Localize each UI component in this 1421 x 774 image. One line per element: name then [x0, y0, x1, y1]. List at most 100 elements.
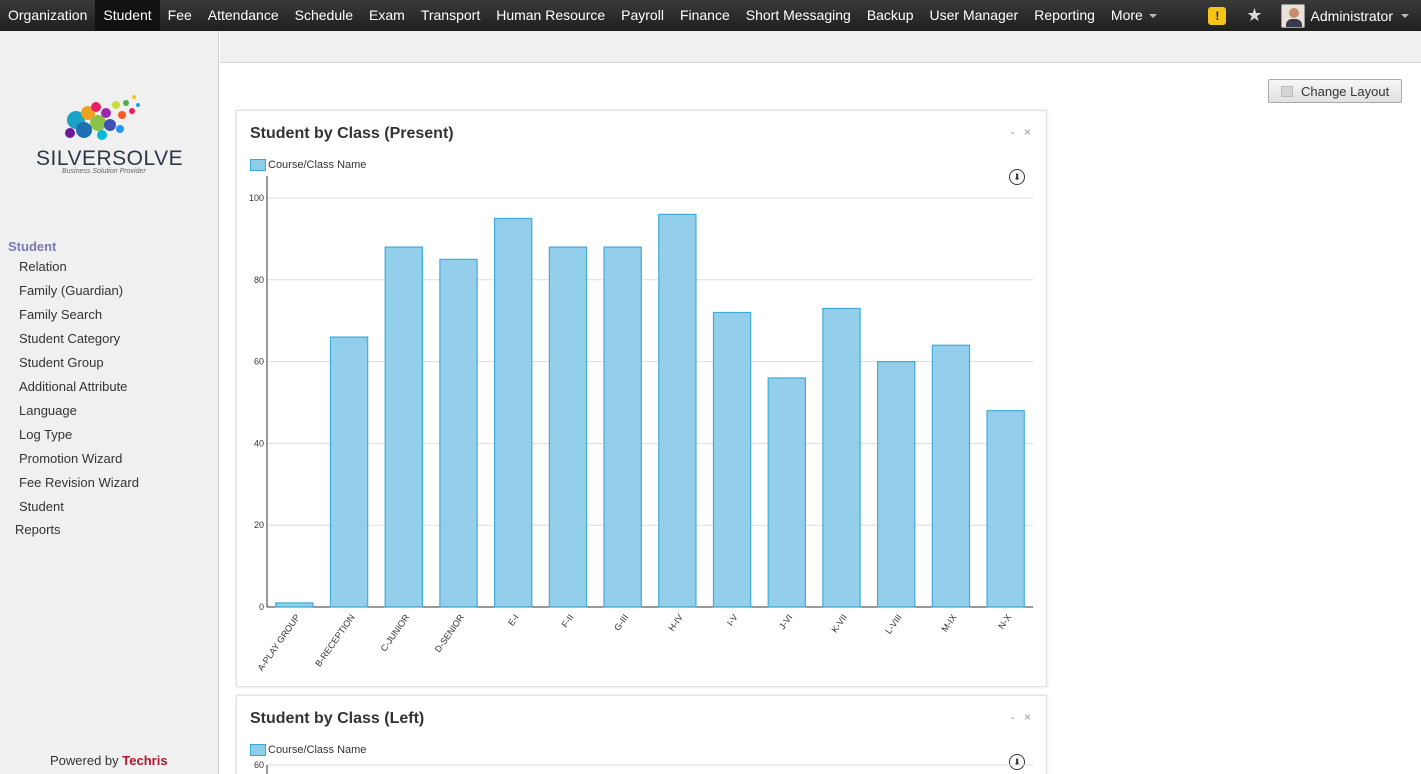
- layout-icon: [1281, 85, 1293, 97]
- nav-backup[interactable]: Backup: [866, 7, 914, 23]
- bar: [986, 410, 1025, 608]
- chart-legend[interactable]: Course/Class Name: [250, 744, 366, 756]
- nav-finance[interactable]: Finance: [679, 7, 730, 23]
- nav-student[interactable]: Student: [95, 0, 160, 31]
- panel-controls[interactable]: - ×: [1010, 125, 1034, 139]
- bar-chart-present: 0 20 40 60 80 100 A-PLAY GROUP B-RECEPTION C-JUN…: [249, 176, 1033, 673]
- nav-payroll[interactable]: Payroll: [621, 7, 664, 23]
- legend-label: Course/Class Name: [268, 159, 367, 171]
- x-tick-label: F-II: [560, 612, 576, 629]
- legend-label: Course/Class Name: [268, 744, 367, 756]
- bar: [931, 344, 971, 608]
- x-tick-label: M-IX: [939, 612, 958, 633]
- x-tick-label: D-SENIOR: [433, 612, 467, 654]
- sidebar-item-fee-revision-wizard[interactable]: Fee Revision Wizard: [19, 475, 139, 490]
- bar: [767, 377, 806, 608]
- y-tick-label: 0: [259, 602, 264, 612]
- nav-human-resource[interactable]: Human Resource: [496, 7, 606, 23]
- nav-right-group: ! ★ Administrator: [1208, 0, 1421, 31]
- x-tick-label: B-RECEPTION: [313, 612, 356, 668]
- bar: [275, 602, 314, 608]
- star-icon[interactable]: ★: [1246, 5, 1263, 25]
- nav-reporting[interactable]: Reporting: [1034, 7, 1095, 23]
- nav-exam[interactable]: Exam: [369, 7, 405, 23]
- powered-by-brand[interactable]: Techris: [122, 753, 168, 768]
- x-tick-label: I-V: [725, 612, 740, 627]
- sidebar-item-student-category[interactable]: Student Category: [19, 331, 121, 346]
- change-layout-button[interactable]: Change Layout: [1268, 79, 1402, 103]
- sidebar-item-relation[interactable]: Relation: [19, 259, 67, 274]
- sidebar-heading[interactable]: Student: [8, 239, 57, 254]
- sidebar-item-student-group[interactable]: Student Group: [19, 355, 104, 370]
- legend-swatch: [250, 744, 266, 756]
- sidebar-item-family-guardian[interactable]: Family (Guardian): [19, 283, 124, 298]
- sidebar: SILVERSOLVE Business Solution Provider S…: [0, 31, 219, 774]
- bar: [548, 246, 588, 608]
- avatar[interactable]: [1280, 3, 1305, 28]
- warning-icon[interactable]: !: [1208, 6, 1227, 25]
- nav-more[interactable]: More: [1103, 0, 1165, 31]
- panel-title: Student by Class (Left): [250, 710, 425, 727]
- x-tick-label: N-X: [996, 612, 1013, 630]
- y-tick-label: 100: [249, 193, 264, 203]
- x-tick-label: C-JUNIOR: [379, 612, 412, 653]
- sidebar-list: Relation Family (Guardian) Family Search…: [19, 257, 139, 521]
- x-tick-label: G-III: [612, 612, 630, 632]
- x-tick-label: L-VIII: [883, 612, 904, 635]
- nav-transport[interactable]: Transport: [420, 7, 481, 23]
- nav-short-messaging[interactable]: Short Messaging: [745, 7, 851, 23]
- x-tick-label: E-I: [506, 612, 521, 627]
- bar: [877, 361, 916, 608]
- sub-toolbar: [220, 31, 1421, 63]
- bar-chart-left: 60: [254, 760, 1033, 774]
- y-tick-label: 60: [254, 357, 264, 367]
- legend-swatch: [250, 159, 266, 171]
- bar: [494, 217, 533, 608]
- sidebar-item-promotion-wizard[interactable]: Promotion Wizard: [19, 451, 123, 466]
- panel-title: Student by Class (Present): [250, 125, 454, 142]
- nav-more-label: More: [1110, 7, 1143, 23]
- logo-graphic: [65, 95, 140, 140]
- user-menu-label[interactable]: Administrator: [1310, 7, 1393, 24]
- nav-schedule[interactable]: Schedule: [294, 7, 354, 23]
- download-icon[interactable]: ⬇: [1009, 754, 1025, 770]
- logo-tagline: Business Solution Provider: [62, 168, 146, 175]
- y-tick-label: 80: [254, 275, 264, 285]
- nav-fee[interactable]: Fee: [167, 7, 192, 23]
- top-navigation: Organization Student Fee Attendance Sche…: [0, 0, 1421, 31]
- x-tick-label: A-PLAY GROUP: [256, 612, 302, 672]
- sidebar-item-family-search[interactable]: Family Search: [19, 307, 103, 322]
- nav-organization[interactable]: Organization: [8, 7, 88, 23]
- sidebar-item-student[interactable]: Student: [19, 499, 64, 514]
- bar: [712, 311, 752, 608]
- y-tick-label: 20: [254, 520, 264, 530]
- chevron-down-icon: [1148, 14, 1157, 19]
- chart-legend[interactable]: Course/Class Name: [250, 159, 366, 171]
- sidebar-item-reports[interactable]: Reports: [15, 522, 61, 537]
- nav-user-manager[interactable]: User Manager: [929, 7, 1019, 23]
- nav-attendance[interactable]: Attendance: [207, 7, 279, 23]
- powered-by: Powered by Techris: [50, 753, 168, 768]
- sidebar-item-additional-attribute[interactable]: Additional Attribute: [19, 379, 128, 394]
- chart-panel-left: Student by Class (Left) - × Course/Class…: [236, 695, 1047, 774]
- chevron-down-icon[interactable]: [1401, 13, 1409, 18]
- panel-controls[interactable]: - ×: [1010, 710, 1034, 724]
- download-icon[interactable]: ⬇: [1009, 169, 1025, 185]
- powered-by-prefix: Powered by: [50, 753, 119, 768]
- bar: [822, 307, 861, 608]
- bar: [658, 213, 697, 608]
- x-tick-label: H-IV: [666, 612, 685, 632]
- bar: [603, 246, 642, 608]
- bar: [439, 258, 478, 608]
- logo-text: SILVERSOLVE: [36, 147, 184, 170]
- sidebar-item-language[interactable]: Language: [19, 403, 77, 418]
- bar: [384, 246, 423, 608]
- y-tick-label: 60: [254, 760, 264, 770]
- sidebar-item-log-type[interactable]: Log Type: [19, 427, 73, 442]
- x-tick-label: K-VII: [829, 612, 849, 634]
- y-tick-label: 40: [254, 438, 264, 448]
- x-tick-label: J-VI: [777, 612, 794, 631]
- change-layout-label: Change Layout: [1301, 83, 1390, 99]
- chart-panel-present: Student by Class (Present) - × Course/Cl…: [236, 110, 1047, 687]
- bar: [329, 336, 369, 608]
